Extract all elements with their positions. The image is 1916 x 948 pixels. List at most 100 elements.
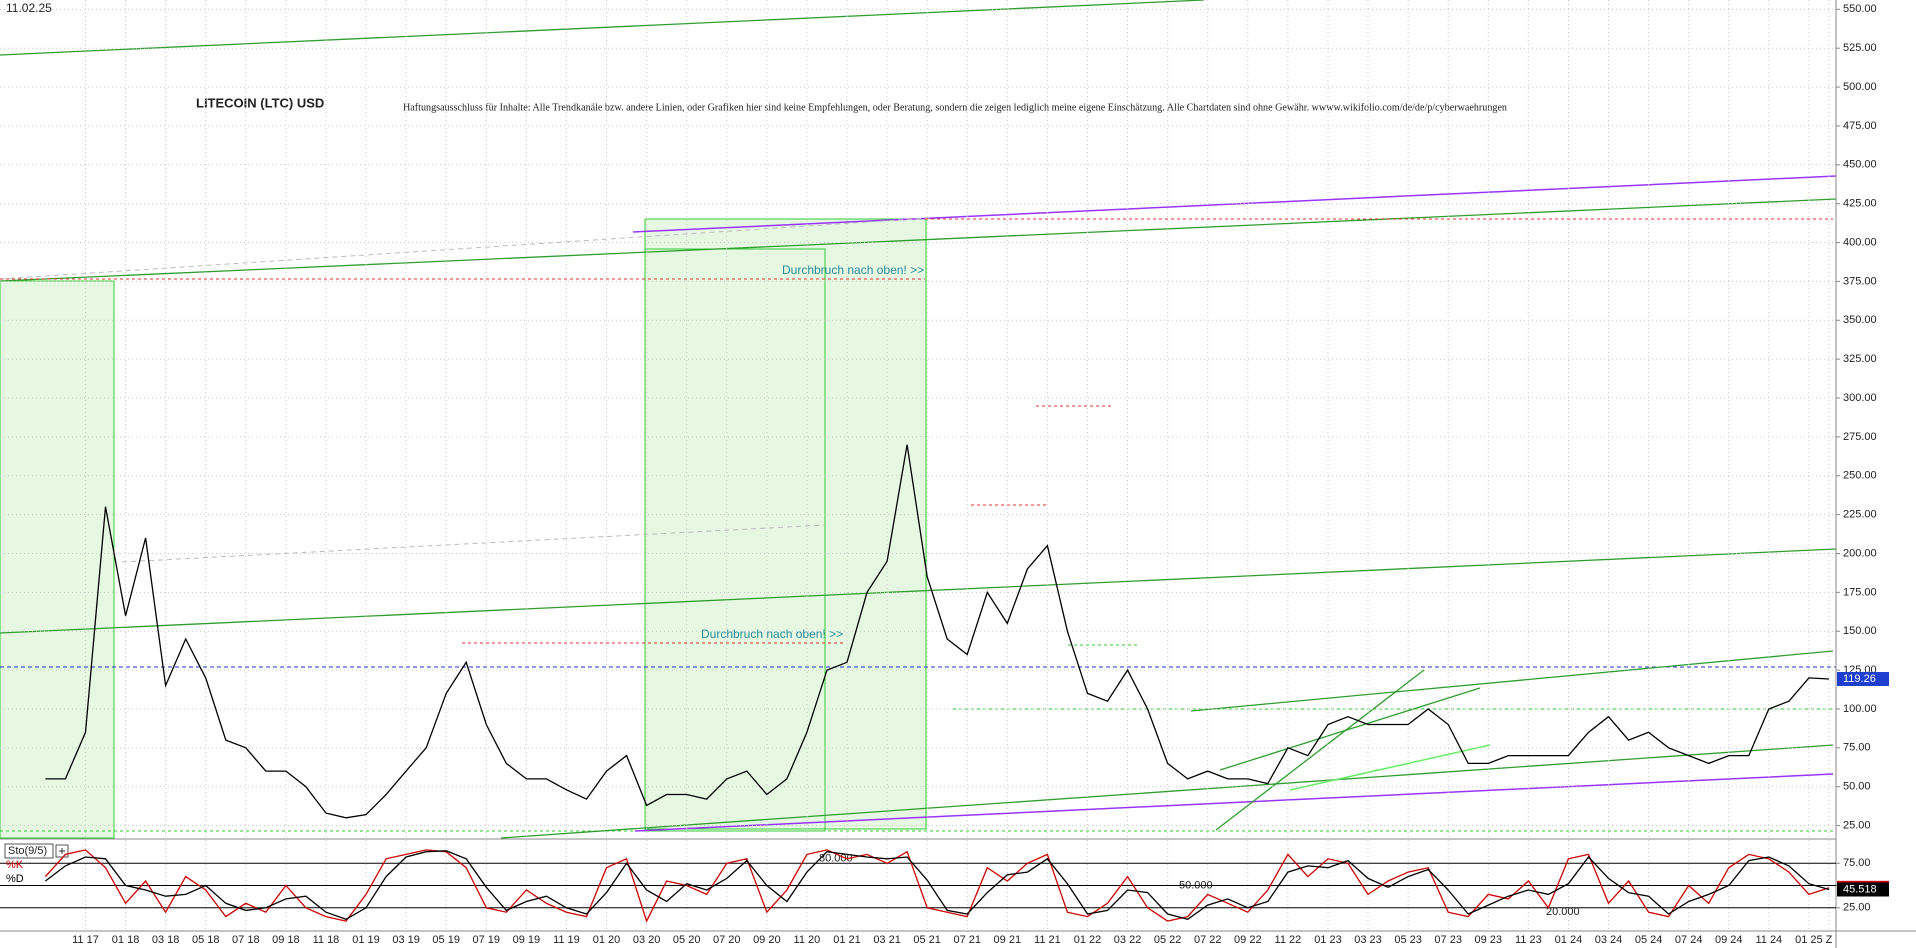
x-tick-label: 01 25 (1795, 934, 1823, 946)
last-value-label: 45.518 (1843, 883, 1877, 895)
x-tick-label: 09 21 (994, 934, 1022, 946)
zone (0, 280, 115, 839)
trend-line (121, 524, 826, 563)
trend-line (500, 744, 1834, 839)
y-tick-label: 75.00 (1843, 742, 1871, 754)
trend-line (1289, 744, 1491, 791)
annotation: Durchbruch nach oben! >> (701, 627, 843, 641)
y-tick-label: 175.00 (1843, 586, 1877, 598)
y-tick-label: 525.00 (1843, 42, 1877, 54)
x-tick-label: 09 20 (753, 934, 781, 946)
x-tick-label: 05 21 (913, 934, 941, 946)
y-tick-label: 225.00 (1843, 509, 1877, 521)
x-tick-label: 07 22 (1194, 934, 1222, 946)
x-tick-label: 03 18 (152, 934, 180, 946)
y-tick-label: 75.00 (1843, 857, 1871, 869)
chart-title: LITECOIN (LTC) USD (196, 95, 324, 110)
x-tick-label: Z (1826, 934, 1833, 946)
level-label: 80.000 (819, 853, 853, 865)
x-tick-label: 05 23 (1394, 934, 1422, 946)
y-tick-label: 250.00 (1843, 470, 1877, 482)
x-tick-label: 01 24 (1555, 934, 1583, 946)
y-tick-label: 200.00 (1843, 547, 1877, 559)
y-tick-label: 350.00 (1843, 314, 1877, 326)
x-tick-label: 01 22 (1074, 934, 1102, 946)
y-tick-label: 275.00 (1843, 431, 1877, 443)
x-tick-label: 05 18 (192, 934, 220, 946)
date: 11.02.25 (6, 1, 52, 15)
x-tick-label: 11 22 (1275, 934, 1302, 946)
x-tick-label: 07 23 (1434, 934, 1462, 946)
x-tick-label: 03 21 (873, 934, 901, 946)
x-tick-label: 05 24 (1635, 934, 1663, 946)
x-tick-label: 03 23 (1354, 934, 1382, 946)
trend-line (1219, 687, 1481, 771)
x-tick-label: 11 18 (313, 934, 340, 946)
drawings (0, 0, 1837, 839)
trend-line (0, 548, 1837, 634)
x-tick-label: 01 20 (593, 934, 621, 946)
y-tick-label: 25.00 (1843, 819, 1871, 831)
y-tick-label: 300.00 (1843, 392, 1877, 404)
series-line (44, 849, 1830, 923)
series-line (45, 850, 1830, 921)
x-tick-label: 09 24 (1715, 934, 1743, 946)
y-tick-label: 325.00 (1843, 353, 1877, 365)
trend-line (632, 175, 1837, 233)
last-value-box (1837, 882, 1889, 897)
zone (644, 218, 927, 830)
x-tick-label: 01 21 (833, 934, 861, 946)
x-tick-label: 07 20 (713, 934, 741, 946)
x-tick-label: 03 24 (1595, 934, 1623, 946)
last-value-label: 119.26 (1843, 673, 1876, 685)
x-tick-label: 07 19 (473, 934, 501, 946)
x-tick-label: 11 21 (1034, 934, 1061, 946)
legend-entry: %D (6, 873, 24, 885)
x-tick-label: 05 20 (673, 934, 701, 946)
y-tick-label: 500.00 (1843, 81, 1877, 93)
y-tick-label: 150.00 (1843, 625, 1877, 637)
trend-line (1190, 650, 1834, 712)
trend-line (0, 217, 930, 280)
y-tick-label: 100.00 (1843, 703, 1877, 715)
disclaimer: Haftungsausschluss für Inhalte: Alle Tre… (403, 102, 1507, 114)
x-tick-label: 01 19 (352, 934, 380, 946)
x-tick-label: 01 18 (112, 934, 140, 946)
x-tick-label: 09 22 (1234, 934, 1262, 946)
trend-line (1215, 669, 1425, 831)
annotation: Durchbruch nach oben! >> (782, 263, 924, 277)
last-value-box (1837, 672, 1889, 687)
y-tick-label: 450.00 (1843, 159, 1877, 171)
x-tick-label: 09 19 (513, 934, 541, 946)
x-tick-label: 09 23 (1475, 934, 1503, 946)
level-label: 20.000 (1546, 906, 1580, 918)
x-tick-label: 11 19 (553, 934, 580, 946)
x-tick-label: 03 22 (1114, 934, 1142, 946)
series-line (45, 444, 1830, 819)
legend-entry: %K (6, 859, 24, 871)
level-label: 50.000 (1179, 879, 1213, 891)
y-tick-label: 400.00 (1843, 236, 1877, 248)
x-tick-label: 03 20 (633, 934, 661, 946)
x-tick-label: 11 20 (794, 934, 821, 946)
trend-line (634, 773, 1834, 832)
y-tick-label: 475.00 (1843, 120, 1877, 132)
x-tick-label: 11 24 (1755, 934, 1782, 946)
trend-line (0, 198, 1837, 282)
x-tick-label: 05 22 (1154, 934, 1182, 946)
y-tick-label: 50.00 (1843, 781, 1871, 793)
expand-icon (59, 848, 65, 854)
x-tick-label: 11 23 (1515, 934, 1542, 946)
x-tick-label: 09 18 (272, 934, 300, 946)
x-tick-label: 05 19 (432, 934, 460, 946)
x-tick-label: 07 18 (232, 934, 260, 946)
trend-line (0, 0, 1205, 56)
x-tick-label: 07 24 (1675, 934, 1703, 946)
indicator-box (4, 843, 54, 859)
y-tick-label: 25.00 (1843, 902, 1871, 914)
y-tick-label: 550.00 (1843, 3, 1877, 15)
y-tick-label: 425.00 (1843, 198, 1877, 210)
